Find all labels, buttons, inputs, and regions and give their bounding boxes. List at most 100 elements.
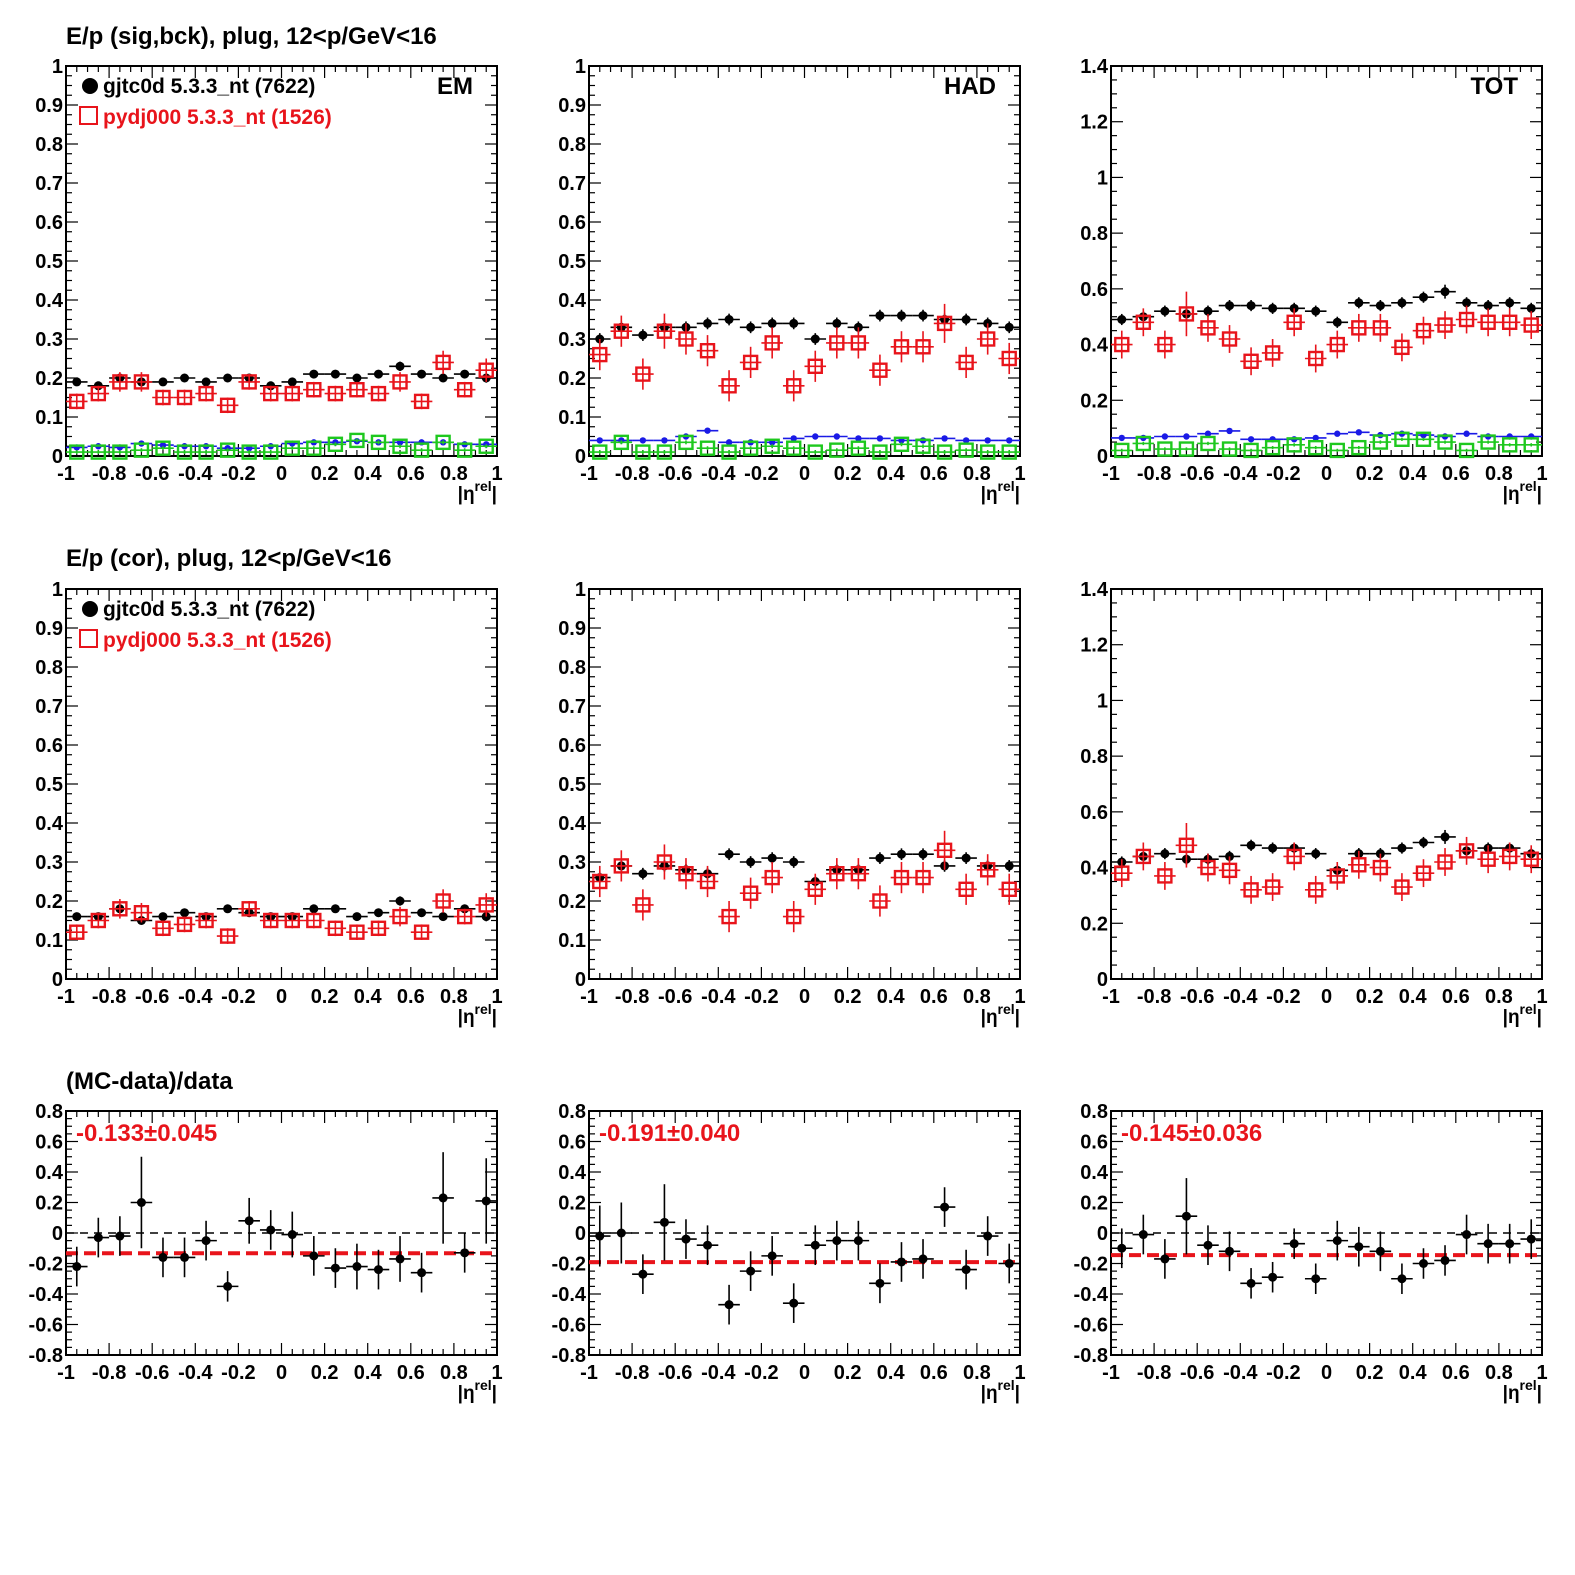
ratio-point [703, 1240, 713, 1250]
mc-point [413, 924, 430, 940]
xtick-label-sigbck-tot: -1 [1102, 463, 1120, 485]
xlabel-sigbck-had: |ηrel| [981, 478, 1020, 505]
data-point [1268, 303, 1278, 313]
ytick-label-cor-em: 0 [52, 969, 63, 991]
xtick-label-ratio-had: 1 [1014, 1362, 1025, 1384]
ytick-label-sigbck-tot: 0.8 [1080, 223, 1108, 245]
mc-point [176, 916, 193, 933]
bck-mc-point [263, 444, 279, 460]
ytick-label-cor-em: 1 [52, 579, 63, 601]
data-point [875, 311, 885, 321]
xtick-label-sigbck-had: -0.8 [615, 463, 649, 485]
ratio-point [1181, 1211, 1191, 1221]
mc-point [1001, 350, 1017, 367]
panel-label-tot: TOT [1470, 73, 1518, 100]
data-point [1354, 298, 1364, 308]
xtick-label-sigbck-tot: 0 [1321, 463, 1332, 485]
xtick-label-sigbck-em: -1 [57, 463, 75, 485]
bck-mc-point [1480, 434, 1496, 450]
xtick-label-ratio-tot: -1 [1102, 1362, 1120, 1384]
xlabel-end: | [492, 1007, 497, 1028]
xtick-label-cor-had: 0.6 [920, 986, 948, 1008]
ytick-label-ratio-had: -0.6 [552, 1315, 586, 1337]
ytick-label-ratio-had: -0.4 [552, 1284, 587, 1306]
legend-data-label: gjtc0d 5.3.3_nt (7622) [103, 75, 315, 98]
data-point [703, 318, 713, 328]
fit-label-ratio-em: -0.133±0.045 [76, 1120, 217, 1147]
mc-point [958, 354, 974, 371]
mc-point [90, 385, 107, 402]
ytick-label-ratio-tot: -0.4 [1074, 1284, 1109, 1306]
mc-point [327, 920, 344, 936]
ytick-label-cor-tot: 0 [1097, 969, 1108, 991]
bck-mc-point [435, 434, 451, 451]
bck-data-point [639, 437, 647, 444]
mc-point [1523, 317, 1539, 333]
data-point [395, 896, 405, 906]
data-point [1440, 287, 1450, 297]
mc-point [241, 374, 257, 390]
bck-mc-point [90, 444, 107, 460]
ratio-point [1375, 1246, 1385, 1256]
bck-data-point [855, 435, 862, 442]
ratio-point [1289, 1239, 1299, 1249]
ratio-point [1397, 1274, 1407, 1284]
xtick-label-cor-had: -0.2 [744, 986, 778, 1008]
data-point [1246, 301, 1256, 311]
data-point [1440, 832, 1450, 842]
data-point [767, 318, 777, 328]
bck-data-point [1355, 429, 1363, 436]
bck-data-point [876, 435, 884, 442]
ytick-label-sigbck-had: 0.7 [558, 173, 586, 195]
xtick-label-ratio-em: -0.6 [135, 1362, 169, 1384]
bck-mc-point [478, 438, 494, 454]
legend-mc-label: pydj000 5.3.3_nt (1526) [103, 629, 332, 652]
ratio-point [158, 1252, 168, 1262]
mc-point [349, 382, 365, 398]
bck-mc-point [1264, 439, 1281, 456]
ytick-label-sigbck-had: 0.1 [558, 407, 586, 429]
ratio-point [309, 1251, 319, 1261]
fit-label-ratio-tot: -0.145±0.036 [1121, 1120, 1262, 1147]
xtick-label-ratio-had: -1 [580, 1362, 598, 1384]
mc-point [613, 323, 630, 339]
bck-mc-point [1178, 441, 1195, 457]
ratio-point [810, 1240, 820, 1250]
ratio-point [896, 1257, 906, 1267]
data-point [460, 369, 470, 379]
ratio-point [681, 1234, 691, 1244]
data-point [1004, 322, 1014, 332]
xtick-label-ratio-tot: -0.4 [1223, 1362, 1258, 1384]
ratio-point [659, 1217, 669, 1227]
ytick-label-cor-em: 0.8 [35, 657, 63, 679]
data-point [72, 377, 82, 387]
ratio-point [983, 1231, 993, 1241]
xtick-label-ratio-had: -0.2 [744, 1362, 778, 1384]
mc-point [915, 869, 931, 886]
ratio-point [767, 1251, 777, 1261]
xtick-label-sigbck-tot: 0.2 [1356, 463, 1384, 485]
data-point [72, 912, 82, 922]
mc-point [413, 393, 430, 410]
mc-point [133, 374, 150, 390]
ytick-label-cor-had: 1 [575, 579, 586, 601]
bck-mc-point [1351, 439, 1367, 456]
xtick-label-ratio-had: -0.6 [658, 1362, 692, 1384]
mc-point [1286, 848, 1302, 865]
data-point [180, 908, 190, 918]
ytick-label-cor-em: 0.6 [35, 735, 63, 757]
mc-point [1372, 859, 1389, 876]
mc-point [155, 389, 171, 406]
bck-mc-point [979, 444, 996, 460]
bck-mc-point [1501, 437, 1518, 453]
bck-data-point [1312, 434, 1319, 442]
ytick-label-ratio-em: -0.4 [29, 1284, 64, 1306]
bck-mc-point [721, 444, 737, 460]
ratio-point [1505, 1239, 1515, 1249]
xtick-label-cor-tot: -0.8 [1137, 986, 1171, 1008]
ytick-label-ratio-tot: 0.6 [1080, 1132, 1108, 1154]
mc-point [1221, 331, 1238, 347]
ytick-label-sigbck-had: 0.4 [558, 290, 587, 312]
mc-point [456, 382, 473, 398]
mc-point [1329, 336, 1345, 353]
